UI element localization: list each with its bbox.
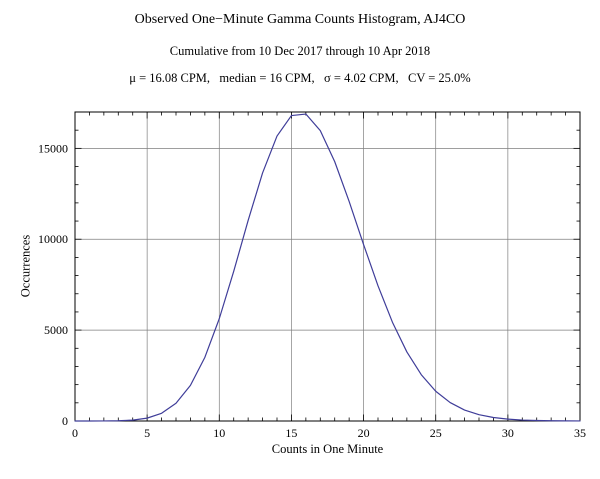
y-tick-label: 0 <box>62 414 68 428</box>
x-tick-label: 30 <box>502 426 514 440</box>
chart-subtitle: Cumulative from 10 Dec 2017 through 10 A… <box>169 44 431 58</box>
y-tick-label: 5000 <box>44 323 68 337</box>
x-tick-label: 10 <box>213 426 225 440</box>
chart-stats-line: μ = 16.08 CPM, median = 16 CPM, σ = 4.02… <box>129 71 471 85</box>
x-tick-label: 35 <box>574 426 586 440</box>
x-tick-label: 0 <box>72 426 78 440</box>
y-tick-label: 15000 <box>38 141 68 155</box>
x-tick-label: 5 <box>144 426 150 440</box>
x-tick-label: 25 <box>430 426 442 440</box>
data-curve <box>74 113 581 422</box>
x-tick-label: 15 <box>285 426 297 440</box>
y-tick-label: 10000 <box>38 232 68 246</box>
x-tick-label: 20 <box>358 426 370 440</box>
plot-frame <box>74 111 581 422</box>
y-axis-label: Occurrences <box>18 234 33 298</box>
chart-title: Observed One−Minute Gamma Counts Histogr… <box>134 12 466 27</box>
x-axis-label: Counts in One Minute <box>271 442 384 456</box>
